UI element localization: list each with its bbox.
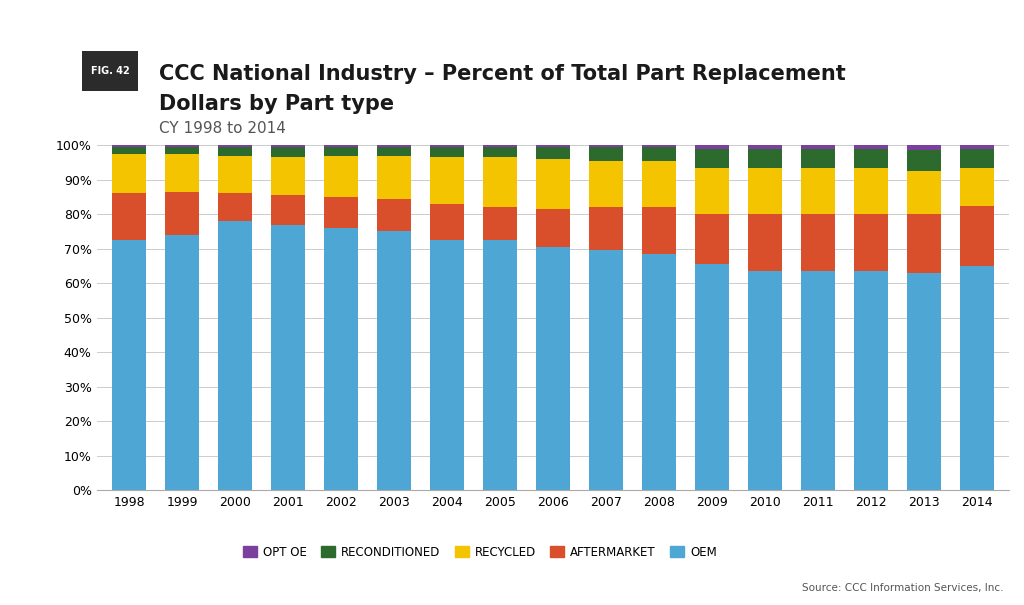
Bar	[377, 198, 412, 232]
Legend: OPT OE, RECONDITIONED, RECYCLED, AFTERMARKET, OEM: OPT OE, RECONDITIONED, RECYCLED, AFTERMA…	[239, 541, 722, 563]
Bar	[642, 145, 676, 147]
Bar	[218, 221, 252, 490]
Bar	[854, 145, 888, 149]
Bar	[218, 155, 252, 194]
Text: FIG. 42: FIG. 42	[91, 66, 129, 76]
Bar	[959, 149, 994, 168]
Bar	[589, 208, 624, 250]
Bar	[959, 206, 994, 266]
Bar	[694, 264, 729, 490]
Bar	[165, 145, 200, 147]
Bar	[906, 171, 941, 214]
Bar	[165, 235, 200, 490]
Bar	[430, 157, 464, 204]
Bar	[218, 147, 252, 155]
Bar	[748, 145, 782, 149]
Bar	[377, 147, 412, 155]
Bar	[589, 250, 624, 490]
Bar	[906, 214, 941, 273]
Text: CCC National Industry – Percent of Total Part Replacement: CCC National Industry – Percent of Total…	[159, 64, 846, 83]
Bar	[959, 266, 994, 490]
Bar	[801, 145, 836, 149]
Bar	[270, 145, 305, 147]
Bar	[906, 151, 941, 171]
Bar	[694, 168, 729, 214]
Bar	[482, 147, 517, 157]
Bar	[589, 145, 624, 147]
Bar	[854, 149, 888, 168]
Bar	[536, 247, 570, 490]
Bar	[324, 147, 358, 155]
Bar	[324, 155, 358, 197]
Bar	[959, 145, 994, 149]
Bar	[854, 168, 888, 214]
Bar	[801, 271, 836, 490]
Bar	[377, 155, 412, 198]
Bar	[906, 145, 941, 151]
Bar	[324, 228, 358, 490]
Bar	[959, 168, 994, 206]
Bar	[430, 204, 464, 240]
Bar	[536, 159, 570, 209]
Bar	[112, 240, 146, 490]
Bar	[906, 273, 941, 490]
Bar	[165, 147, 200, 154]
Bar	[482, 157, 517, 208]
Bar	[854, 214, 888, 271]
Bar	[482, 240, 517, 490]
Bar	[430, 145, 464, 147]
Bar	[430, 147, 464, 157]
Bar	[482, 145, 517, 147]
Bar	[801, 168, 836, 214]
Bar	[377, 232, 412, 490]
Bar	[801, 149, 836, 168]
Bar	[694, 145, 729, 149]
Bar	[324, 145, 358, 147]
Bar	[218, 194, 252, 221]
Bar	[112, 194, 146, 240]
Bar	[642, 161, 676, 208]
Bar	[748, 149, 782, 168]
Bar	[270, 157, 305, 195]
Bar	[430, 240, 464, 490]
Bar	[165, 192, 200, 235]
Bar	[854, 271, 888, 490]
Bar	[589, 147, 624, 161]
Bar	[694, 214, 729, 264]
Bar	[748, 168, 782, 214]
Text: Source: CCC Information Services, Inc.: Source: CCC Information Services, Inc.	[802, 583, 1004, 593]
Text: Dollars by Part type: Dollars by Part type	[159, 94, 394, 114]
Bar	[112, 154, 146, 194]
Bar	[536, 209, 570, 247]
Bar	[642, 254, 676, 490]
Bar	[589, 161, 624, 208]
Bar	[801, 214, 836, 271]
Bar	[642, 147, 676, 161]
Bar	[482, 208, 517, 240]
Bar	[165, 154, 200, 192]
Bar	[324, 197, 358, 228]
Bar	[112, 145, 146, 147]
Bar	[270, 147, 305, 157]
Bar	[748, 271, 782, 490]
Bar	[536, 145, 570, 147]
Bar	[694, 149, 729, 168]
Bar	[377, 145, 412, 147]
Text: CY 1998 to 2014: CY 1998 to 2014	[159, 121, 286, 136]
Bar	[270, 224, 305, 490]
Bar	[536, 147, 570, 159]
Bar	[218, 145, 252, 147]
Bar	[270, 195, 305, 224]
Bar	[112, 147, 146, 154]
Bar	[748, 214, 782, 271]
Bar	[642, 208, 676, 254]
